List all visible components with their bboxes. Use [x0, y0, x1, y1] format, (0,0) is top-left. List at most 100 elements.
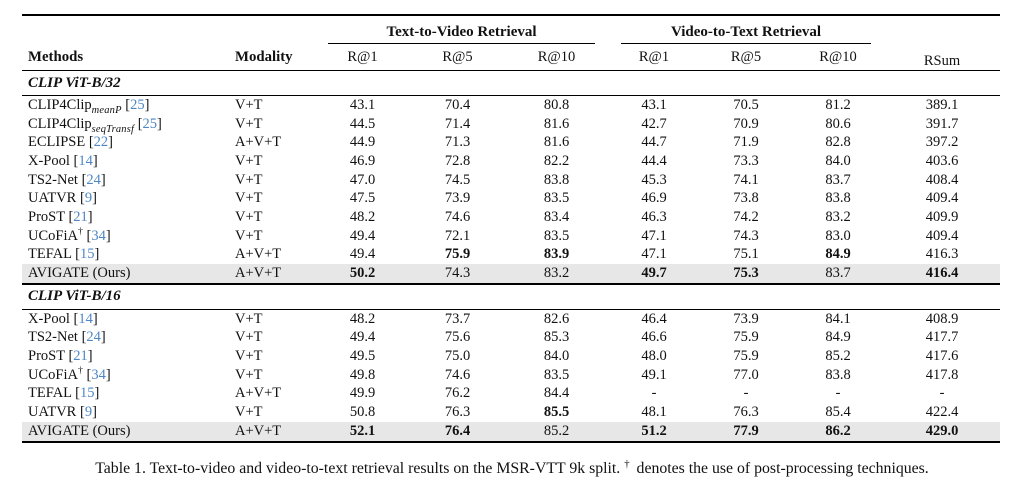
citation-link[interactable]: 24 [86, 329, 101, 346]
column-header-methods: Methods [22, 44, 225, 71]
table-row: UCoFiA† [34] V+T 49.4 72.1 83.5 47.1 74.3 83.0 4… [22, 226, 1000, 246]
metric-value: 81.6 [543, 134, 570, 151]
modality-value: V+T [235, 366, 263, 383]
metric-value: 49.5 [349, 348, 376, 365]
metric-value: 49.8 [349, 366, 376, 383]
metric-value: - [835, 385, 841, 402]
metric-value: 47.1 [641, 227, 667, 244]
metric-value: 80.8 [543, 96, 570, 113]
metric-value: 44.7 [641, 134, 667, 151]
metric-value: 83.2 [825, 208, 851, 225]
metric-value: 47.1 [641, 246, 667, 263]
citation-link[interactable]: 9 [84, 404, 93, 421]
citation-link[interactable]: 22 [93, 134, 109, 151]
metric-value: 417.8 [925, 366, 959, 383]
table-row: CLIP4ClipmeanP [25] V+T 43.1 70.4 80.8 43.1 70… [22, 96, 1000, 116]
metric-value: 74.6 [444, 208, 471, 225]
citation-link[interactable]: 21 [73, 348, 88, 365]
table-row: UATVR [9] V+T 47.5 73.9 83.5 46.9 73.8 83.8 409.… [22, 189, 1000, 208]
method-name: TEFAL [15] [28, 385, 100, 402]
metric-value: - [939, 385, 945, 402]
citation-link[interactable]: 24 [86, 171, 101, 188]
metric-value: 416.3 [925, 246, 959, 263]
citation-link[interactable]: 9 [84, 190, 93, 207]
section-header-row: CLIP ViT-B/16 [22, 282, 1000, 310]
metric-value: 46.3 [641, 208, 667, 225]
metric-value: 85.5 [543, 404, 570, 421]
column-header-rsum: RSum [884, 14, 1000, 71]
table-caption: Table 1. Text-to-video and video-to-text… [0, 458, 1024, 478]
metric-value: 49.7 [608, 264, 700, 284]
modality-value: V+T [235, 329, 263, 346]
modality-value: V+T [235, 227, 263, 244]
metric-value: 83.5 [543, 190, 570, 207]
method-name: CLIP4ClipmeanP [25] [28, 96, 150, 116]
column-header-t2v-r10: R@10 [505, 44, 608, 71]
metric-value: 73.9 [733, 310, 759, 327]
metric-value: 50.2 [315, 264, 410, 284]
citation-link[interactable]: 25 [142, 115, 158, 132]
metric-value: - [651, 385, 657, 402]
metric-value: 77.0 [733, 366, 759, 383]
modality-value: A+V+T [225, 264, 315, 284]
modality-value: V+T [235, 115, 263, 132]
metric-value: 84.9 [825, 329, 851, 346]
citation-link[interactable]: 34 [91, 227, 106, 244]
metric-value: 46.9 [641, 190, 667, 207]
method-name: AVIGATE (Ours) [22, 264, 225, 284]
table-row: AVIGATE (Ours) A+V+T 50.2 74.3 83.2 49.7 75.3 8… [22, 264, 1000, 284]
metric-value: 391.7 [925, 115, 959, 132]
metric-value: 408.9 [925, 310, 959, 327]
citation-link[interactable]: 34 [91, 366, 106, 383]
metric-value: 83.5 [543, 366, 570, 383]
method-name: UATVR [9] [28, 404, 97, 421]
metric-value: 76.2 [444, 385, 471, 402]
method-name: UATVR [9] [28, 190, 97, 207]
metric-value: 73.3 [733, 152, 759, 169]
metric-value: 48.2 [349, 208, 376, 225]
metric-value: 397.2 [925, 134, 959, 151]
modality-value: A+V+T [235, 134, 282, 151]
metric-value: 81.6 [543, 115, 570, 132]
column-group-t2v: Text-to-Video Retrieval [315, 14, 608, 44]
metric-value: 72.1 [444, 227, 471, 244]
metric-value: 47.5 [349, 190, 376, 207]
metric-value: 70.5 [733, 96, 759, 113]
metric-value: 51.2 [608, 422, 700, 443]
table-row: X-Pool [14] V+T 46.9 72.8 82.2 44.4 73.3 84.0 40… [22, 152, 1000, 171]
citation-link[interactable]: 15 [79, 246, 95, 263]
citation-link[interactable]: 15 [79, 385, 95, 402]
metric-value: 85.2 [505, 422, 608, 443]
modality-value: V+T [235, 404, 263, 421]
metric-value: 73.8 [733, 190, 759, 207]
header-spacer [22, 14, 315, 44]
metric-value: 409.4 [925, 227, 959, 244]
metric-value: 83.0 [825, 227, 851, 244]
modality-value: A+V+T [225, 422, 315, 443]
citation-link[interactable]: 21 [73, 208, 88, 225]
modality-value: V+T [235, 152, 263, 169]
metric-value: 85.2 [825, 348, 851, 365]
metric-value: 74.2 [733, 208, 759, 225]
metric-value: 44.4 [641, 152, 667, 169]
metric-value: 46.6 [641, 329, 667, 346]
metric-value: 83.8 [543, 171, 570, 188]
metric-value: 417.7 [925, 329, 959, 346]
citation-link[interactable]: 25 [130, 96, 145, 113]
metric-value: 49.4 [349, 329, 376, 346]
citation-link[interactable]: 14 [78, 152, 93, 169]
citation-link[interactable]: 14 [78, 310, 93, 327]
modality-value: V+T [235, 96, 263, 113]
metric-value: 75.9 [733, 329, 759, 346]
metric-value: 72.8 [444, 152, 471, 169]
column-header-t2v-r5: R@5 [410, 44, 505, 71]
metric-value: 409.9 [925, 208, 959, 225]
metric-value: 86.2 [792, 422, 884, 443]
metric-value: 49.4 [349, 227, 376, 244]
metric-value: 43.1 [349, 96, 376, 113]
metric-value: 76.3 [444, 404, 471, 421]
metric-value: 76.4 [410, 422, 505, 443]
section-title: CLIP ViT-B/32 [22, 70, 1000, 96]
metric-value: 81.2 [825, 96, 851, 113]
method-subscript: meanP [91, 104, 122, 116]
